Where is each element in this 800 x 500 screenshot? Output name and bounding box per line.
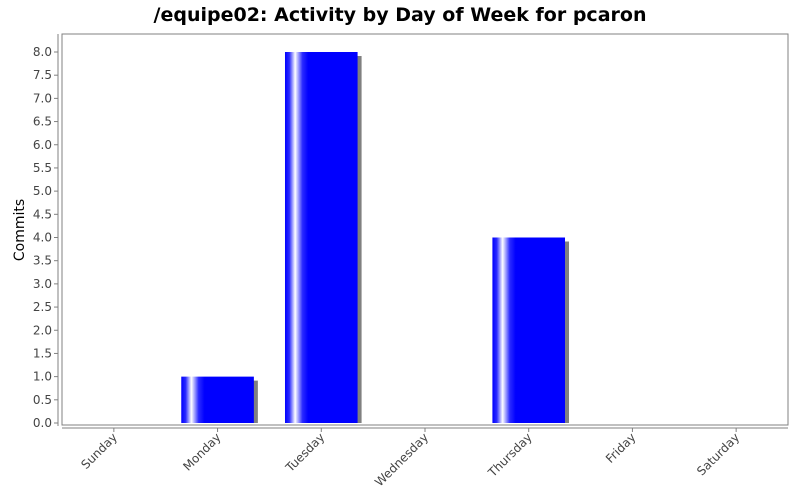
y-tick-label: 0.0 [33,416,52,430]
x-tick-label: Sunday [78,430,120,472]
y-tick-label: 2.5 [33,300,52,314]
y-tick-label: 3.0 [33,277,52,291]
y-tick-label: 6.0 [33,138,52,152]
y-tick-label: 4.0 [33,231,52,245]
y-tick-label: 4.5 [33,207,52,221]
bar-thursday [492,237,566,423]
y-tick-label: 2.0 [33,323,52,337]
chart-title: /equipe02: Activity by Day of Week for p… [154,4,647,26]
x-axis-ticks: Sunday Monday Tuesday Wednesday Thursday Frid… [78,428,742,489]
y-tick-label: 7.0 [33,91,52,105]
x-tick-label: Monday [180,430,223,473]
y-tick-label: 0.5 [33,393,52,407]
x-tick-label: Thursday [485,430,535,480]
x-tick-label: Tuesday [282,430,327,475]
y-tick-label: 5.5 [33,161,52,175]
y-tick-label: 6.5 [33,115,52,129]
y-tick-label: 3.5 [33,254,52,268]
y-tick-label: 8.0 [33,45,52,59]
y-tick-label: 7.5 [33,68,52,82]
y-tick-label: 1.0 [33,370,52,384]
bar-tuesday [284,52,358,423]
y-axis-ticks: 0.0 0.5 1.0 1.5 2.0 2.5 3.0 3.5 4.0 4.5 5.0 5.5 6.0 6… [33,45,58,430]
plot-area [61,33,789,426]
x-tick-label: Saturday [694,430,742,478]
y-tick-label: 1.5 [33,346,52,360]
y-tick-label: 5.0 [33,184,52,198]
x-tick-label: Wednesday [372,430,431,489]
bars [181,52,570,423]
x-tick-label: Friday [603,430,639,466]
bar-monday [181,376,254,423]
y-axis-label: Commits [12,199,28,261]
